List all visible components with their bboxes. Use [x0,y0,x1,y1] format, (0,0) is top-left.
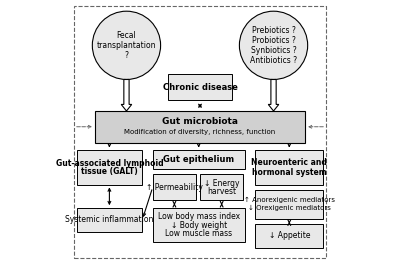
Text: ↓ Appetite: ↓ Appetite [268,231,310,240]
Text: Modification of diversity, richness, function: Modification of diversity, richness, fun… [124,129,276,135]
Text: harvest: harvest [207,187,236,196]
Text: Neuroenteric and: Neuroenteric and [251,158,327,167]
Text: Low muscle mass: Low muscle mass [165,229,232,238]
Text: Fecal: Fecal [116,31,136,40]
Polygon shape [268,79,279,111]
FancyBboxPatch shape [76,208,142,232]
Text: ↓ Orexigenic mediators: ↓ Orexigenic mediators [248,205,331,211]
Text: Gut microbiota: Gut microbiota [162,117,238,126]
Text: ↑ Anorexigenic mediators: ↑ Anorexigenic mediators [244,197,335,203]
Text: Prebiotics ?: Prebiotics ? [252,26,296,35]
Text: Gut-associated lymphoid: Gut-associated lymphoid [56,159,163,168]
Text: Low body mass index: Low body mass index [158,212,240,221]
FancyBboxPatch shape [95,111,305,143]
Circle shape [92,11,161,79]
FancyBboxPatch shape [153,150,245,169]
FancyBboxPatch shape [255,224,324,248]
Text: Synbiotics ?: Synbiotics ? [251,46,296,55]
Text: Antibiotics ?: Antibiotics ? [250,56,297,65]
Text: Probiotics ?: Probiotics ? [252,36,296,45]
Text: Gut epithelium: Gut epithelium [163,155,234,164]
FancyBboxPatch shape [255,190,324,219]
FancyBboxPatch shape [168,74,232,101]
Text: tissue (GALT): tissue (GALT) [81,167,138,176]
FancyBboxPatch shape [153,208,245,242]
Text: ↓ Body weight: ↓ Body weight [170,221,227,230]
Text: Chronic disease: Chronic disease [162,83,238,92]
Text: ?: ? [124,51,128,60]
Text: Systemic inflammation: Systemic inflammation [65,215,154,224]
Text: transplantation: transplantation [97,41,156,50]
Polygon shape [121,79,132,111]
Text: ↓ Energy: ↓ Energy [204,179,240,188]
Text: hormonal system: hormonal system [252,168,327,177]
Circle shape [239,11,308,79]
FancyBboxPatch shape [76,150,142,185]
Text: ↑ Permeability: ↑ Permeability [146,183,203,192]
FancyBboxPatch shape [153,174,196,200]
FancyBboxPatch shape [255,150,324,185]
FancyBboxPatch shape [200,174,243,200]
